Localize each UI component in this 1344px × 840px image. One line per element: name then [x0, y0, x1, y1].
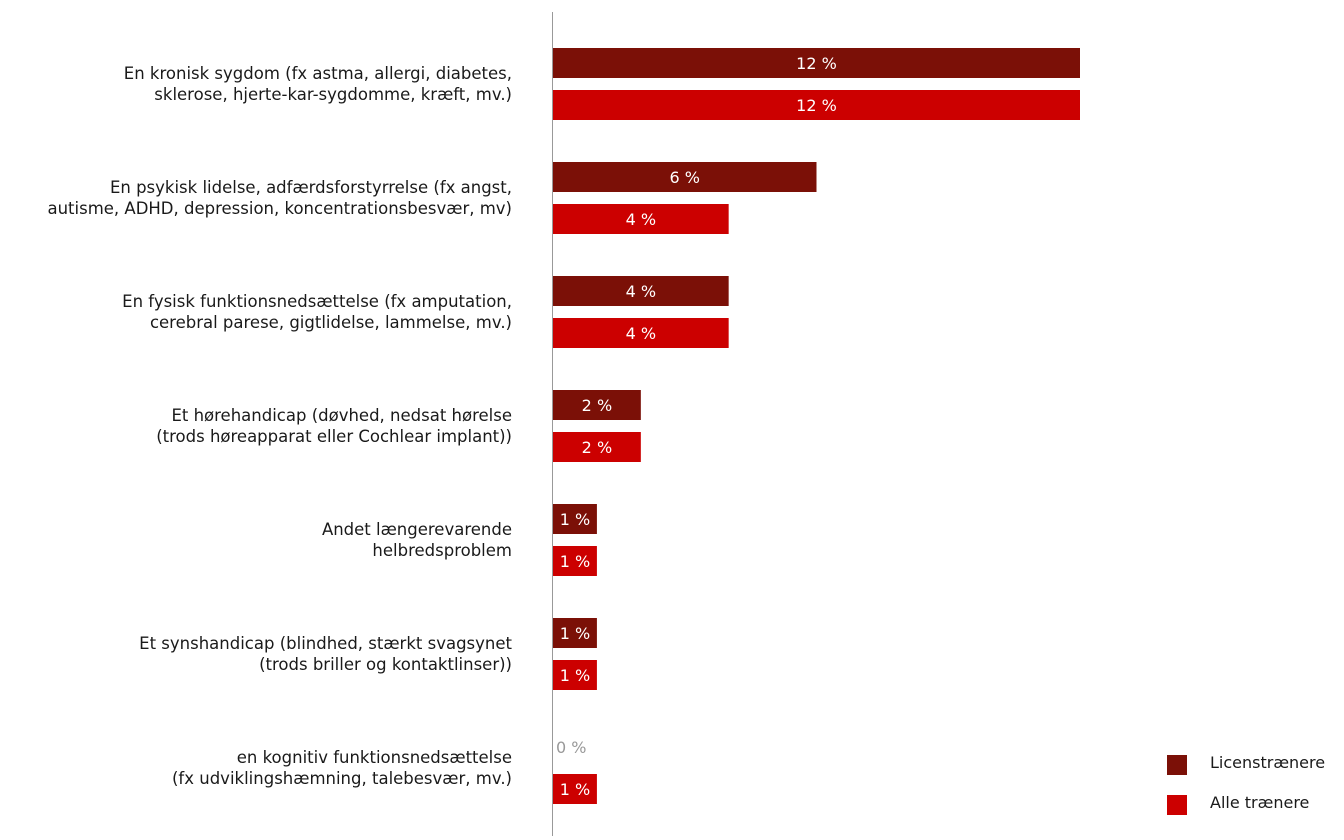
legend: Licenstrænere Alle trænere: [1167, 752, 1344, 832]
bar: [553, 318, 729, 348]
category-label: Et synshandicap (blindhed, stærkt svagsy…: [139, 634, 512, 674]
category-label: En kronisk sygdom (fx astma, allergi, di…: [124, 64, 512, 104]
category-label-line: autisme, ADHD, depression, koncentration…: [47, 199, 512, 218]
data-label: 6 %: [670, 168, 700, 187]
bar: [553, 390, 641, 420]
data-label: 0 %: [556, 738, 586, 757]
category-label-line: En psykisk lidelse, adfærdsforstyrrelse …: [110, 178, 512, 197]
bar: [553, 48, 1080, 78]
bar: [553, 618, 597, 648]
data-label: 12 %: [796, 54, 837, 73]
bar: [553, 774, 597, 804]
bar: [553, 546, 597, 576]
category-label-line: Et hørehandicap (døvhed, nedsat hørelse: [171, 406, 512, 425]
category-label: Et hørehandicap (døvhed, nedsat hørelse (…: [156, 406, 512, 446]
legend-label-alle-traenere: Alle trænere: [1210, 793, 1310, 812]
category-label-line: En fysisk funktionsnedsættelse (fx amput…: [122, 292, 512, 311]
legend-item-alle-traenere: Alle trænere: [1167, 792, 1344, 815]
data-label: 1 %: [560, 780, 590, 799]
data-label: 1 %: [560, 552, 590, 571]
bar: [553, 504, 597, 534]
category-label: Andet længerevarende helbredsproblem: [322, 520, 512, 560]
category-label-line: Andet længerevarende: [322, 520, 512, 539]
legend-label-licenstraenere: Licenstrænere: [1210, 753, 1326, 772]
bar: [553, 162, 817, 192]
category-label: En psykisk lidelse, adfærdsforstyrrelse …: [47, 178, 512, 218]
bar: [553, 276, 729, 306]
data-label: 2 %: [582, 438, 612, 457]
data-label: 1 %: [560, 666, 590, 685]
category-label-line: sklerose, hjerte-kar-sygdomme, kræft, mv…: [154, 85, 512, 104]
bar: [553, 660, 597, 690]
category-label-line: (trods høreapparat eller Cochlear implan…: [156, 427, 512, 446]
bar: [553, 432, 641, 462]
data-label: 12 %: [796, 96, 837, 115]
category-label-line: cerebral parese, gigtlidelse, lammelse, …: [150, 313, 512, 332]
data-label: 1 %: [560, 624, 590, 643]
category-label-line: en kognitiv funktionsnedsættelse: [237, 748, 512, 767]
category-label-line: Et synshandicap (blindhed, stærkt svagsy…: [139, 634, 512, 653]
category-label: En fysisk funktionsnedsættelse (fx amput…: [122, 292, 512, 332]
category-label: en kognitiv funktionsnedsættelse (fx udvi…: [172, 748, 512, 788]
data-label: 2 %: [582, 396, 612, 415]
bar: [553, 204, 729, 234]
bar: [553, 90, 1080, 120]
data-label: 4 %: [626, 324, 656, 343]
legend-item-licenstraenere: Licenstrænere: [1167, 752, 1344, 775]
data-label: 4 %: [626, 282, 656, 301]
category-label-line: En kronisk sygdom (fx astma, allergi, di…: [124, 64, 512, 83]
data-label: 1 %: [560, 510, 590, 529]
legend-swatch-alle-traenere: [1167, 795, 1187, 815]
data-label: 4 %: [626, 210, 656, 229]
category-label-line: helbredsproblem: [372, 541, 512, 560]
legend-swatch-licenstraenere: [1167, 755, 1187, 775]
category-label-line: (fx udviklingshæmning, talebesvær, mv.): [172, 769, 512, 788]
category-label-line: (trods briller og kontaktlinser)): [259, 655, 512, 674]
